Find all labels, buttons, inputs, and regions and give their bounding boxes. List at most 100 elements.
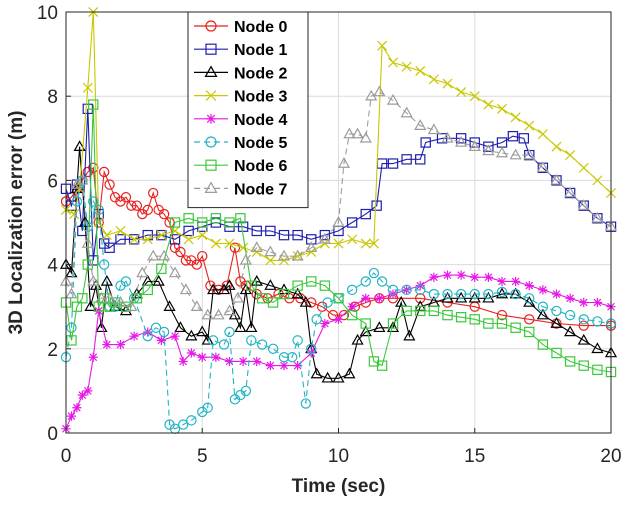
data-point [550, 173, 563, 185]
legend-label: Node 3 [234, 89, 287, 106]
data-point [183, 213, 194, 224]
data-point [292, 251, 303, 262]
data-point [428, 288, 440, 300]
data-point [319, 229, 331, 241]
data-point [518, 133, 530, 144]
data-point [371, 200, 382, 211]
data-point [368, 238, 379, 249]
data-point [100, 274, 113, 286]
data-point [415, 154, 426, 165]
legend-item: Node 5 [194, 135, 287, 152]
series-node-7 [59, 85, 618, 320]
data-point [524, 314, 535, 325]
data-point [224, 326, 235, 338]
data-point [351, 127, 364, 139]
data-point [470, 272, 480, 282]
data-point [537, 339, 549, 350]
data-point [120, 276, 132, 287]
data-point [415, 293, 426, 304]
data-point [577, 333, 590, 345]
data-point [278, 288, 290, 300]
data-point [147, 187, 159, 199]
data-point [235, 213, 246, 224]
data-point [156, 229, 167, 241]
y-tick-label: 2 [47, 340, 58, 361]
data-point [179, 283, 192, 295]
data-point [387, 158, 399, 169]
data-point [125, 300, 138, 311]
data-point [152, 274, 165, 286]
data-point [360, 318, 371, 329]
data-point [76, 173, 89, 185]
data-point [93, 204, 104, 216]
data-point [337, 157, 351, 168]
data-point [115, 225, 126, 236]
data-point [332, 371, 345, 383]
legend-item: Node 1 [194, 42, 287, 59]
data-point [373, 321, 386, 333]
data-point [591, 211, 604, 223]
data-point [496, 286, 508, 298]
data-point [156, 263, 167, 275]
data-point [292, 280, 303, 291]
data-point [169, 217, 181, 228]
data-point [246, 280, 257, 291]
data-point [131, 293, 143, 304]
data-point [365, 89, 378, 101]
data-point [509, 148, 522, 160]
data-point [306, 276, 317, 287]
data-point [523, 148, 536, 160]
data-point [185, 329, 198, 341]
data-point [497, 276, 507, 287]
y-tick-label: 0 [47, 424, 58, 445]
series-line [65, 274, 612, 430]
data-point [495, 287, 509, 299]
data-point [265, 225, 276, 237]
data-point [237, 221, 249, 232]
data-point [229, 242, 241, 253]
data-point [483, 318, 494, 329]
data-point [267, 297, 279, 308]
data-point [420, 137, 431, 148]
data-point [333, 293, 344, 304]
data-point [292, 229, 303, 241]
data-point [442, 270, 453, 280]
data-point [211, 352, 221, 362]
legend: Node 0 Node 1 Node 2 Node 3 Node 4 Node 5 Node… [187, 11, 309, 209]
data-point [306, 234, 317, 245]
data-point [403, 329, 416, 341]
data-point [361, 293, 371, 303]
data-point [347, 234, 358, 245]
data-point [524, 293, 535, 304]
data-point [180, 255, 192, 266]
data-point [373, 85, 386, 97]
data-point [347, 302, 357, 312]
data-point [102, 339, 112, 350]
legend-label: Node 4 [234, 112, 287, 129]
data-point [246, 335, 257, 346]
data-point [483, 272, 493, 282]
data-point [456, 270, 466, 280]
data-point [592, 364, 603, 376]
x-tick-label: 10 [328, 446, 349, 467]
data-point [190, 300, 203, 311]
data-point [257, 339, 268, 350]
data-point [483, 288, 494, 300]
data-point [175, 246, 186, 258]
data-point [483, 99, 494, 110]
data-point [223, 304, 236, 316]
data-point [310, 367, 323, 379]
data-point [401, 61, 412, 72]
data-point [455, 135, 468, 147]
data-point [360, 276, 371, 287]
data-point [98, 166, 110, 178]
data-point [142, 204, 153, 216]
data-point [346, 217, 358, 228]
data-point [158, 326, 170, 338]
data-point [95, 321, 108, 333]
data-point [291, 249, 304, 261]
data-point [321, 371, 334, 383]
data-point [197, 217, 208, 228]
data-point [69, 209, 80, 220]
